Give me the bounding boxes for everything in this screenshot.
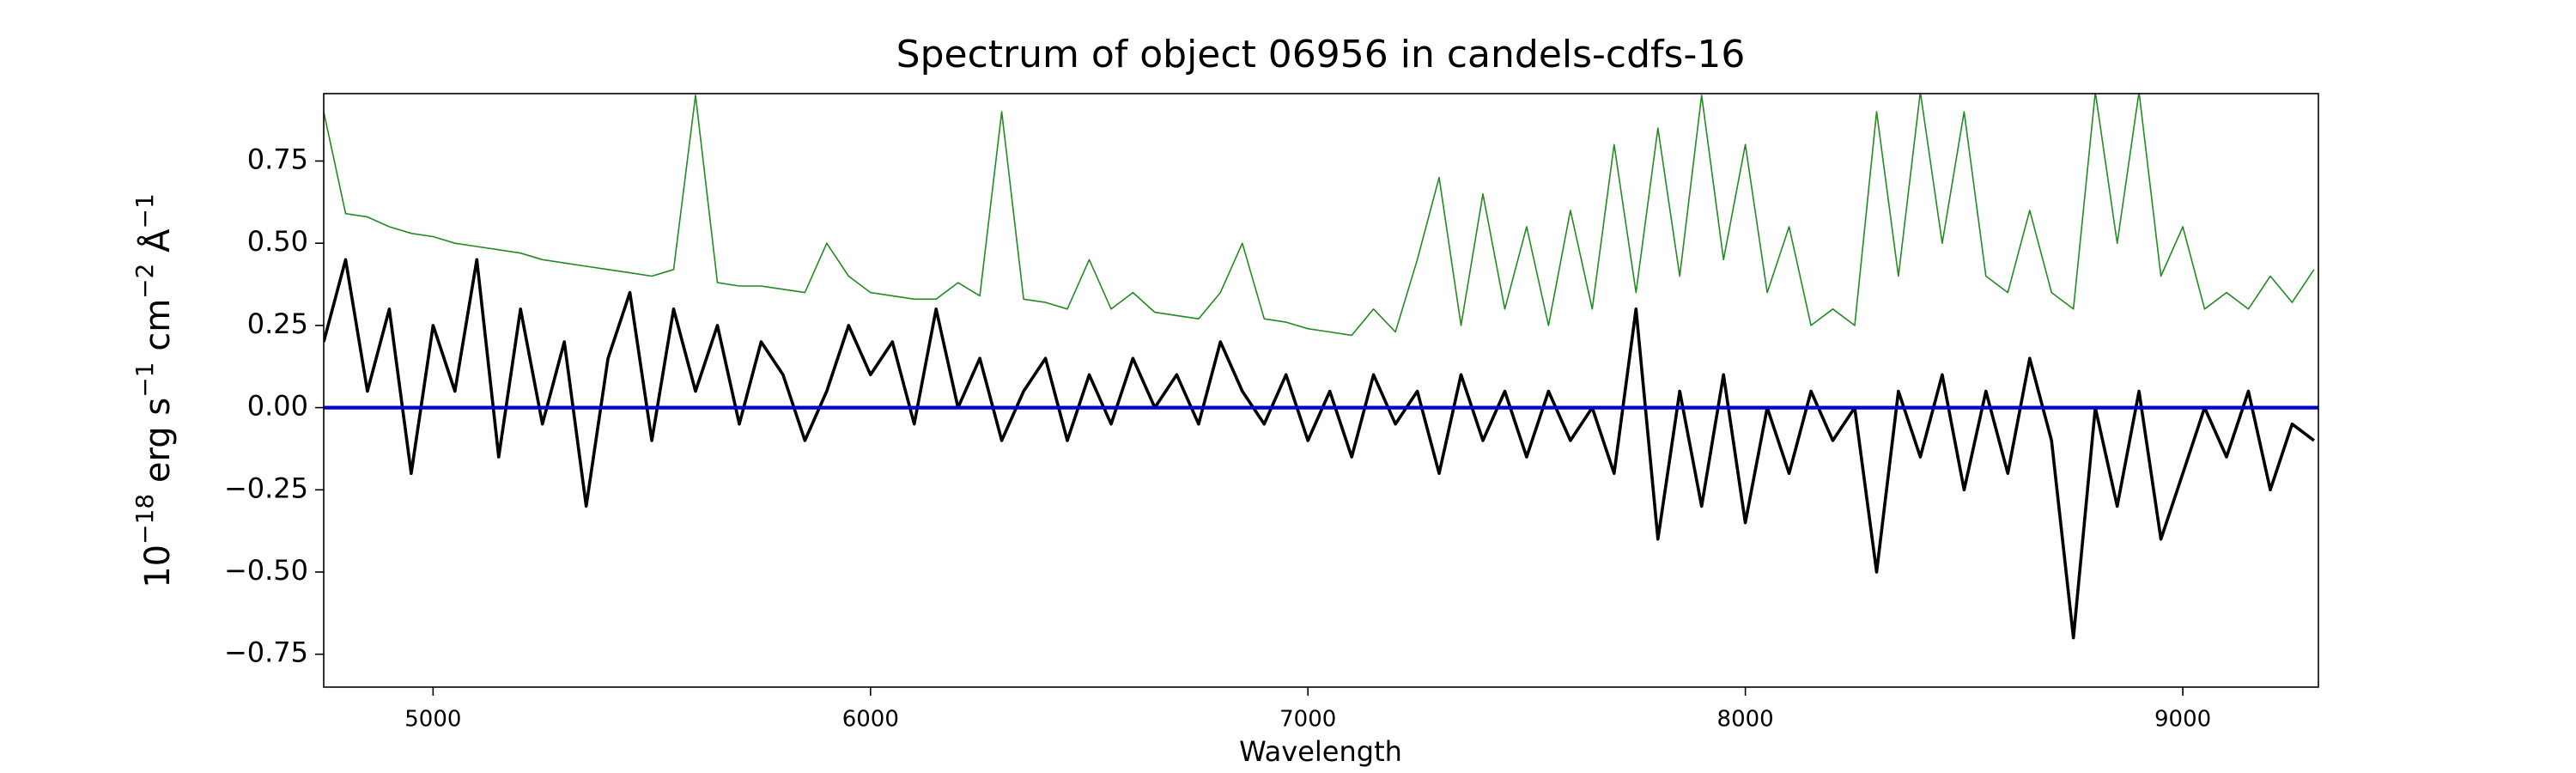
y-label-part: 10 — [138, 545, 178, 588]
y-label-sup: −1 — [131, 193, 159, 228]
y-tick-label: 0.75 — [247, 143, 308, 175]
y-axis-label: 10−18 erg s−1 cm−2 Å−1 — [131, 193, 179, 588]
series-line — [324, 94, 2315, 337]
y-label-sup: −2 — [131, 264, 159, 299]
plot-frame — [323, 93, 2319, 688]
x-axis-label: Wavelength — [1239, 735, 1402, 768]
y-tick-label: −0.25 — [224, 472, 308, 504]
y-label-sup: −1 — [131, 362, 159, 398]
y-tick-label: 0.50 — [247, 225, 308, 258]
y-tick-label: −0.75 — [224, 636, 308, 669]
x-tick-label: 8000 — [1717, 707, 1774, 733]
y-label-part: erg s — [138, 398, 178, 494]
y-tick-label: 0.00 — [247, 390, 308, 423]
y-tick-label: −0.50 — [224, 554, 308, 587]
y-tick-label: 0.25 — [247, 307, 308, 340]
x-tick-label: 6000 — [842, 707, 899, 733]
chart-title: Spectrum of object 06956 in candels-cdfs… — [896, 33, 1746, 76]
x-tick-label: 7000 — [1279, 707, 1336, 733]
y-label-part: cm — [138, 299, 178, 362]
plot-area — [324, 94, 2318, 640]
y-label-part: Å — [137, 228, 178, 264]
x-tick-label: 9000 — [2154, 707, 2211, 733]
y-label-sup: −18 — [131, 494, 159, 545]
x-tick-label: 5000 — [404, 707, 461, 733]
